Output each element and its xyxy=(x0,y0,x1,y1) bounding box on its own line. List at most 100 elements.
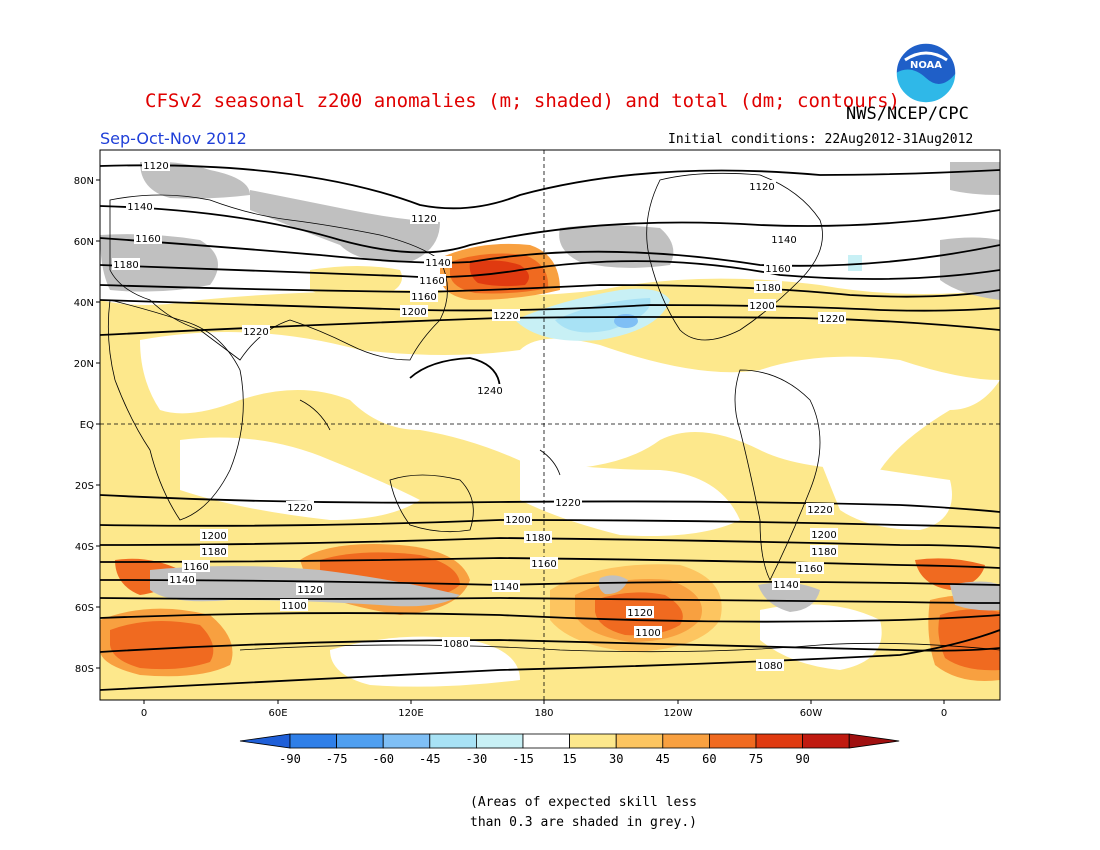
colorbar-swatch xyxy=(475,733,524,749)
svg-text:1180: 1180 xyxy=(113,260,138,271)
colorbar-tick-label: 60 xyxy=(702,752,716,766)
lat-label: EQ xyxy=(80,420,94,431)
contour-label: 1120 xyxy=(748,180,776,193)
svg-text:1180: 1180 xyxy=(755,283,780,294)
svg-text:1140: 1140 xyxy=(127,202,152,213)
lat-label: 60N xyxy=(74,237,94,248)
svg-text:1220: 1220 xyxy=(243,327,268,338)
chart-title: CFSv2 seasonal z200 anomalies (m; shaded… xyxy=(145,90,900,112)
svg-text:1140: 1140 xyxy=(771,235,796,246)
svg-text:1100: 1100 xyxy=(635,628,660,639)
map-frame xyxy=(99,149,1001,701)
contour-label: 1160 xyxy=(182,560,210,573)
contour-label: 1180 xyxy=(810,545,838,558)
svg-text:1220: 1220 xyxy=(807,505,832,516)
contour-label: 1220 xyxy=(818,312,846,325)
colorbar-tick-label: 15 xyxy=(562,752,576,766)
initial-conditions-label: Initial conditions: 22Aug2012-31Aug2012 xyxy=(668,132,974,147)
svg-text:1180: 1180 xyxy=(811,547,836,558)
skill-note-line: than 0.3 are shaded in grey.) xyxy=(470,815,697,830)
svg-text:1200: 1200 xyxy=(811,530,836,541)
contour-label: 1140 xyxy=(492,580,520,593)
contour-label: 1120 xyxy=(296,583,324,596)
noaa-logo: NOAA xyxy=(895,42,957,104)
contour-label: 1120 xyxy=(626,606,654,619)
colorbar-max-arrow xyxy=(848,733,900,749)
colorbar-swatch xyxy=(662,733,710,749)
colorbar-swatch xyxy=(522,733,570,749)
colorbar-tick-label: -60 xyxy=(372,752,394,766)
lon-label: 120W xyxy=(664,708,693,719)
colorbar-tick-label: -75 xyxy=(326,752,348,766)
season-label: Sep-Oct-Nov 2012 xyxy=(100,129,247,148)
contour-label: 1200 xyxy=(400,305,428,318)
contour-label: 1200 xyxy=(748,299,776,312)
lat-label: 80N xyxy=(74,176,94,187)
contour-label: 1220 xyxy=(242,325,270,338)
svg-text:1120: 1120 xyxy=(749,182,774,193)
svg-text:1160: 1160 xyxy=(183,562,208,573)
contour-label: 1100 xyxy=(280,599,308,612)
svg-text:1240: 1240 xyxy=(477,386,502,397)
contour-label: 1100 xyxy=(634,626,662,639)
contour-label: 1180 xyxy=(524,531,552,544)
svg-text:1140: 1140 xyxy=(169,575,194,586)
contour-label: 1160 xyxy=(134,232,162,245)
latitude-labels: 80N 60N 40N 20N EQ 20S 40S 60S 80S xyxy=(74,176,94,675)
svg-text:1120: 1120 xyxy=(627,608,652,619)
contour-label: 1120 xyxy=(142,159,170,172)
colorbar-swatch xyxy=(429,733,477,749)
lon-label: 60W xyxy=(800,708,823,719)
contour-label: 1200 xyxy=(810,528,838,541)
svg-text:1140: 1140 xyxy=(773,580,798,591)
contour-label: 1160 xyxy=(418,274,446,287)
colorbar-swatch xyxy=(382,733,431,749)
contour-label: 1120 xyxy=(410,212,438,225)
svg-text:1220: 1220 xyxy=(493,311,518,322)
contour-label: 1080 xyxy=(756,659,784,672)
svg-text:1160: 1160 xyxy=(531,559,556,570)
svg-text:1180: 1180 xyxy=(525,533,550,544)
svg-text:1120: 1120 xyxy=(411,214,436,225)
colorbar-tick-label: -45 xyxy=(419,752,441,766)
colorbar-tick-label: 30 xyxy=(609,752,623,766)
svg-text:1120: 1120 xyxy=(143,161,168,172)
lon-label: 180 xyxy=(534,708,553,719)
svg-text:1200: 1200 xyxy=(201,531,226,542)
svg-text:1200: 1200 xyxy=(505,515,530,526)
lat-label: 80S xyxy=(75,664,94,675)
colorbar-swatch xyxy=(569,733,617,749)
svg-text:1160: 1160 xyxy=(419,276,444,287)
lat-label: 60S xyxy=(75,603,94,614)
svg-text:1220: 1220 xyxy=(555,498,580,509)
lon-label: 120E xyxy=(398,708,423,719)
contour-label: 1220 xyxy=(286,501,314,514)
skill-note: (Areas of expected skill less than 0.3 a… xyxy=(470,793,730,833)
contour-label: 1220 xyxy=(492,309,520,322)
colorbar-swatch xyxy=(615,733,664,749)
lat-label: 20S xyxy=(75,481,94,492)
svg-text:1080: 1080 xyxy=(757,661,782,672)
height-contours xyxy=(100,164,1000,691)
colorbar-tick-label: 45 xyxy=(656,752,670,766)
svg-text:1180: 1180 xyxy=(201,547,226,558)
contour-label: 1180 xyxy=(754,281,782,294)
svg-text:1200: 1200 xyxy=(749,301,774,312)
contour-label: 1140 xyxy=(770,233,798,246)
colorbar-tick-label: -30 xyxy=(466,752,488,766)
colorbar-swatch xyxy=(336,733,384,749)
contour-label: 1180 xyxy=(200,545,228,558)
contour-label: 1160 xyxy=(764,262,792,275)
svg-text:1160: 1160 xyxy=(135,234,160,245)
contour-label: 1160 xyxy=(530,557,558,570)
contour-label: 1140 xyxy=(772,578,800,591)
lat-label: 40N xyxy=(74,298,94,309)
contour-label: 1220 xyxy=(806,503,834,516)
svg-text:1140: 1140 xyxy=(425,258,450,269)
colorbar-tick-label: 75 xyxy=(749,752,763,766)
contour-label: 1080 xyxy=(442,637,470,650)
contour-labels: 1120 1140 1160 1180 1120 1140 1160 1160 … xyxy=(112,159,846,672)
logo-text: NOAA xyxy=(910,60,942,71)
agency-label: NWS/NCEP/CPC xyxy=(846,104,969,124)
